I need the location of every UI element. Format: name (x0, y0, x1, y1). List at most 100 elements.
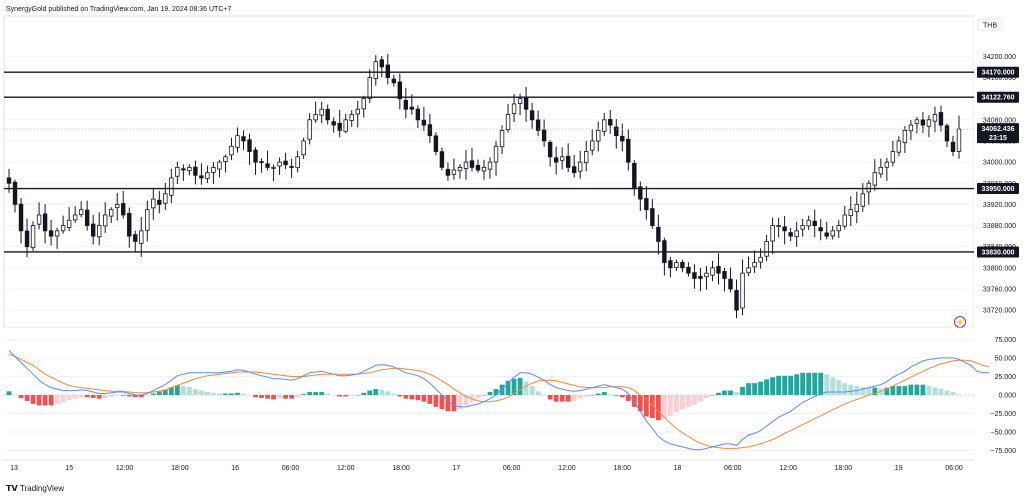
histogram-bar (782, 375, 788, 395)
histogram-bar (24, 395, 30, 401)
currency-label: THB (983, 23, 997, 30)
histogram-bar (716, 392, 721, 395)
candle-bearish (692, 272, 697, 279)
histogram-bar (150, 393, 156, 395)
macd-tick-label: −75.000 (991, 448, 1017, 455)
histogram-bar (66, 395, 72, 401)
histogram-bar (710, 395, 715, 396)
candle-bullish (740, 272, 745, 309)
candle-bullish (584, 151, 589, 164)
histogram-bar (812, 372, 818, 395)
histogram-bar (499, 384, 505, 395)
price-pane[interactable] (3, 15, 978, 329)
price-tick-label: 34080.000 (983, 117, 1016, 124)
histogram-bar (583, 395, 589, 397)
last-price-label: 34062.436 23:15 (977, 123, 1019, 144)
candle-bullish (72, 214, 78, 221)
candle-bearish (337, 122, 342, 131)
candle-bearish (547, 141, 553, 158)
histogram-bar (90, 395, 96, 398)
candle-bearish (680, 261, 685, 269)
histogram-bar (427, 395, 433, 404)
histogram-bar (631, 395, 637, 407)
candle-bearish (734, 290, 739, 311)
histogram-bar (698, 395, 703, 402)
candle-bearish (24, 230, 30, 248)
histogram-bar (770, 377, 776, 395)
histogram-bar (673, 395, 679, 413)
candle-bullish (908, 124, 914, 132)
candle-bearish (427, 124, 433, 137)
histogram-bar (457, 395, 463, 410)
candle-bearish (379, 59, 384, 68)
histogram-bar (144, 395, 150, 396)
histogram-bar (84, 395, 90, 398)
currency-badge[interactable]: THB (977, 18, 1003, 31)
time-tick-label: 18:00 (835, 465, 853, 472)
histogram-bar (379, 389, 385, 395)
histogram-bar (12, 395, 18, 396)
price-tick-label: 33880.000 (983, 223, 1016, 230)
candle-bearish (469, 160, 475, 168)
histogram-bar (589, 395, 595, 396)
level-label: 34170.000 (981, 70, 1014, 77)
candle-bullish (373, 61, 378, 79)
candle-bearish (728, 278, 733, 290)
histogram-bar (367, 390, 373, 395)
histogram-bar (872, 387, 878, 395)
candle-bullish (878, 166, 884, 175)
histogram-bar (643, 395, 649, 417)
candle-bullish (902, 129, 908, 144)
candle-bearish (938, 112, 944, 126)
candle-bearish (632, 163, 637, 189)
histogram-bar (211, 392, 216, 395)
candle-bearish (565, 155, 571, 168)
alert-button[interactable]: ⚡ (954, 316, 966, 328)
price-tick-label: 34200.000 (983, 54, 1016, 61)
histogram-bar (186, 386, 192, 395)
histogram-bar (932, 387, 938, 395)
candle-bullish (187, 166, 192, 172)
tradingview-logo[interactable]: 𝗧𝗩 TradingView (6, 484, 64, 493)
candle-bullish (806, 219, 811, 227)
candle-bearish (445, 169, 451, 176)
price-axis[interactable]: 33720.00033760.00033800.00033840.0003388… (954, 16, 1021, 328)
time-axis[interactable]: 13 15 12:00 18:00 16 06:00 12:00 18:00 17 06:00 12… (4, 459, 974, 472)
histogram-bar (908, 384, 914, 395)
candle-bearish (84, 209, 90, 226)
candle-bullish (872, 172, 878, 186)
histogram-bar (42, 395, 48, 406)
candle-bullish (361, 98, 366, 110)
candle-bullish (66, 219, 72, 228)
histogram-bar (126, 395, 132, 397)
histogram-bar (223, 393, 228, 395)
brand-label: TradingView (20, 484, 64, 493)
candle-bullish (175, 166, 180, 177)
candle-bearish (193, 166, 198, 176)
candle-bullish (30, 225, 36, 249)
level-labels: 34170.000 34122.760 33950.000 33830.000 (977, 66, 1019, 258)
histogram-bar (896, 386, 902, 395)
histogram-bar (764, 379, 769, 395)
histogram-bar (168, 387, 174, 395)
candle-bearish (668, 260, 673, 269)
histogram-bar (890, 386, 896, 395)
level-label: 33950.000 (981, 186, 1014, 193)
histogram-bar (788, 375, 794, 395)
candle-bullish (704, 272, 709, 278)
price-axis-bg (974, 16, 1020, 328)
histogram-bar (686, 395, 691, 407)
candle-bullish (866, 182, 872, 193)
candle-bullish (830, 230, 835, 237)
candle-bearish (439, 151, 445, 168)
macd-pane[interactable]: −75.000 −50.000 −25.000 0.000 25.000 50.000 75… (4, 327, 1017, 460)
macd-histogram (6, 372, 962, 421)
histogram-bar (649, 395, 655, 418)
publisher-caption: SynergyGold published on TradingView.com… (6, 6, 231, 13)
candle-bullish (355, 108, 360, 115)
histogram-bar (192, 389, 198, 395)
histogram-bar (289, 395, 295, 399)
price-tick-label: 33720.000 (983, 308, 1016, 315)
candle-bearish (686, 266, 691, 274)
